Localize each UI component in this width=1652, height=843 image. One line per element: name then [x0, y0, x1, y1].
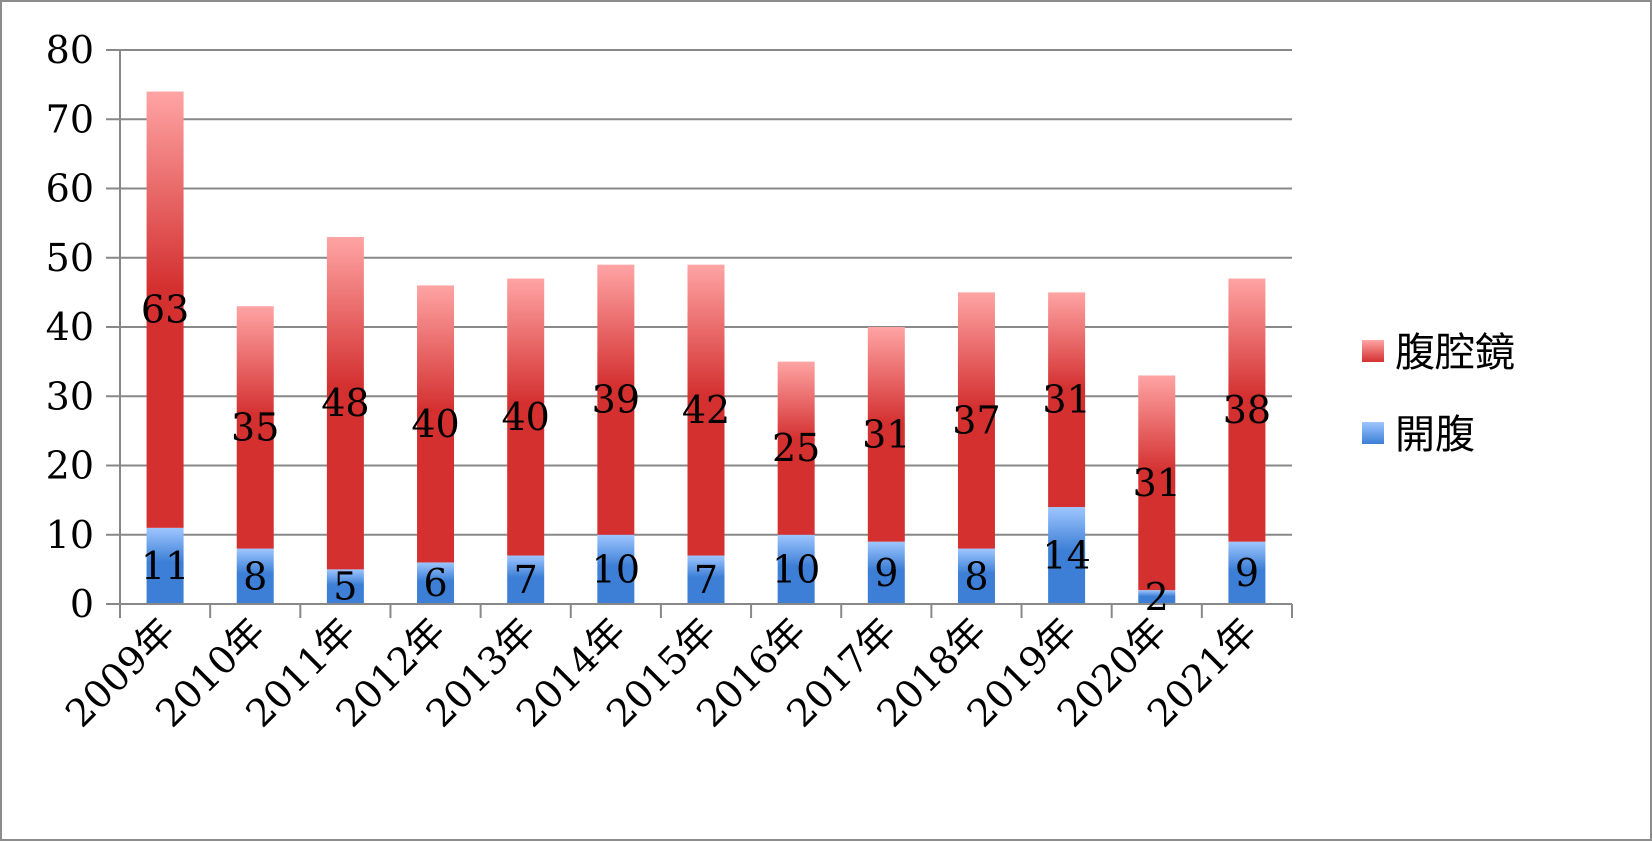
- legend-swatch: [1362, 422, 1384, 444]
- data-label: 38: [1223, 388, 1271, 432]
- data-label: 8: [243, 554, 267, 598]
- data-label: 10: [592, 547, 640, 591]
- bar-open-6: [687, 555, 725, 604]
- y-tick-label: 80: [46, 28, 94, 72]
- y-tick-label: 30: [46, 374, 94, 418]
- bar-lap-10: [1048, 292, 1086, 508]
- data-label: 9: [874, 551, 898, 595]
- bar-lap-12: [1228, 278, 1266, 542]
- data-label: 2: [1145, 575, 1169, 619]
- bar-open-9: [957, 548, 995, 604]
- y-tick-label: 40: [46, 305, 94, 349]
- y-tick-label: 70: [46, 97, 94, 141]
- bar-open-5: [597, 534, 635, 604]
- bar-lap-5: [597, 264, 635, 535]
- bar-open-1: [236, 548, 274, 604]
- data-labels: 11 63 8 35 5 48 6 40 7 40 10 39 7 42 10 25 9 31 8 37 14 31 2 31…: [141, 288, 1271, 619]
- bar-lap-1: [236, 306, 274, 549]
- y-tick-label: 10: [46, 513, 94, 557]
- legend-label: 開腹: [1395, 412, 1475, 458]
- bar-lap-11: [1138, 375, 1176, 591]
- data-label: 37: [952, 398, 1000, 442]
- data-label: 40: [411, 402, 459, 446]
- y-tick-label: 50: [46, 236, 94, 280]
- bar-open-11: [1138, 590, 1176, 604]
- data-label: 31: [1042, 378, 1090, 422]
- data-label: 31: [862, 412, 910, 456]
- bar-open-7: [777, 534, 815, 604]
- data-label: 35: [231, 405, 279, 449]
- bar-open-12: [1228, 541, 1266, 604]
- data-label: 42: [682, 388, 730, 432]
- data-label: 14: [1042, 534, 1090, 578]
- data-label: 6: [423, 561, 447, 605]
- y-tick-label: 20: [46, 444, 94, 488]
- bar-lap-6: [687, 264, 725, 556]
- data-label: 25: [772, 426, 820, 470]
- bar-lap-7: [777, 361, 815, 535]
- bar-open-10: [1048, 507, 1086, 604]
- bar-lap-2: [326, 236, 364, 570]
- data-label: 8: [964, 554, 988, 598]
- bars: [146, 91, 1266, 604]
- axes: 010203040506070802009年2010年2011年2012年201…: [46, 28, 1293, 736]
- data-label: 7: [694, 558, 718, 602]
- data-label: 5: [333, 565, 357, 609]
- bar-lap-3: [417, 285, 455, 563]
- bar-open-0: [146, 527, 184, 604]
- bar-lap-9: [957, 292, 995, 549]
- bar-open-3: [417, 562, 455, 604]
- bar-lap-0: [146, 91, 184, 528]
- data-label: 39: [592, 378, 640, 422]
- bar-lap-8: [867, 327, 905, 542]
- y-tick-label: 0: [70, 582, 94, 626]
- data-label: 31: [1133, 461, 1181, 505]
- bar-open-4: [507, 555, 545, 604]
- y-tick-label: 60: [46, 167, 94, 211]
- data-label: 63: [141, 288, 189, 332]
- bar-open-2: [326, 569, 364, 604]
- data-label: 10: [772, 547, 820, 591]
- data-label: 40: [502, 395, 550, 439]
- legend-label: 腹腔鏡: [1395, 330, 1515, 376]
- data-label: 11: [141, 544, 189, 588]
- bar-open-8: [867, 541, 905, 604]
- legend-swatch: [1362, 340, 1384, 362]
- data-label: 7: [514, 558, 538, 602]
- data-label: 48: [321, 381, 369, 425]
- bar-lap-4: [507, 278, 545, 556]
- data-label: 9: [1235, 551, 1259, 595]
